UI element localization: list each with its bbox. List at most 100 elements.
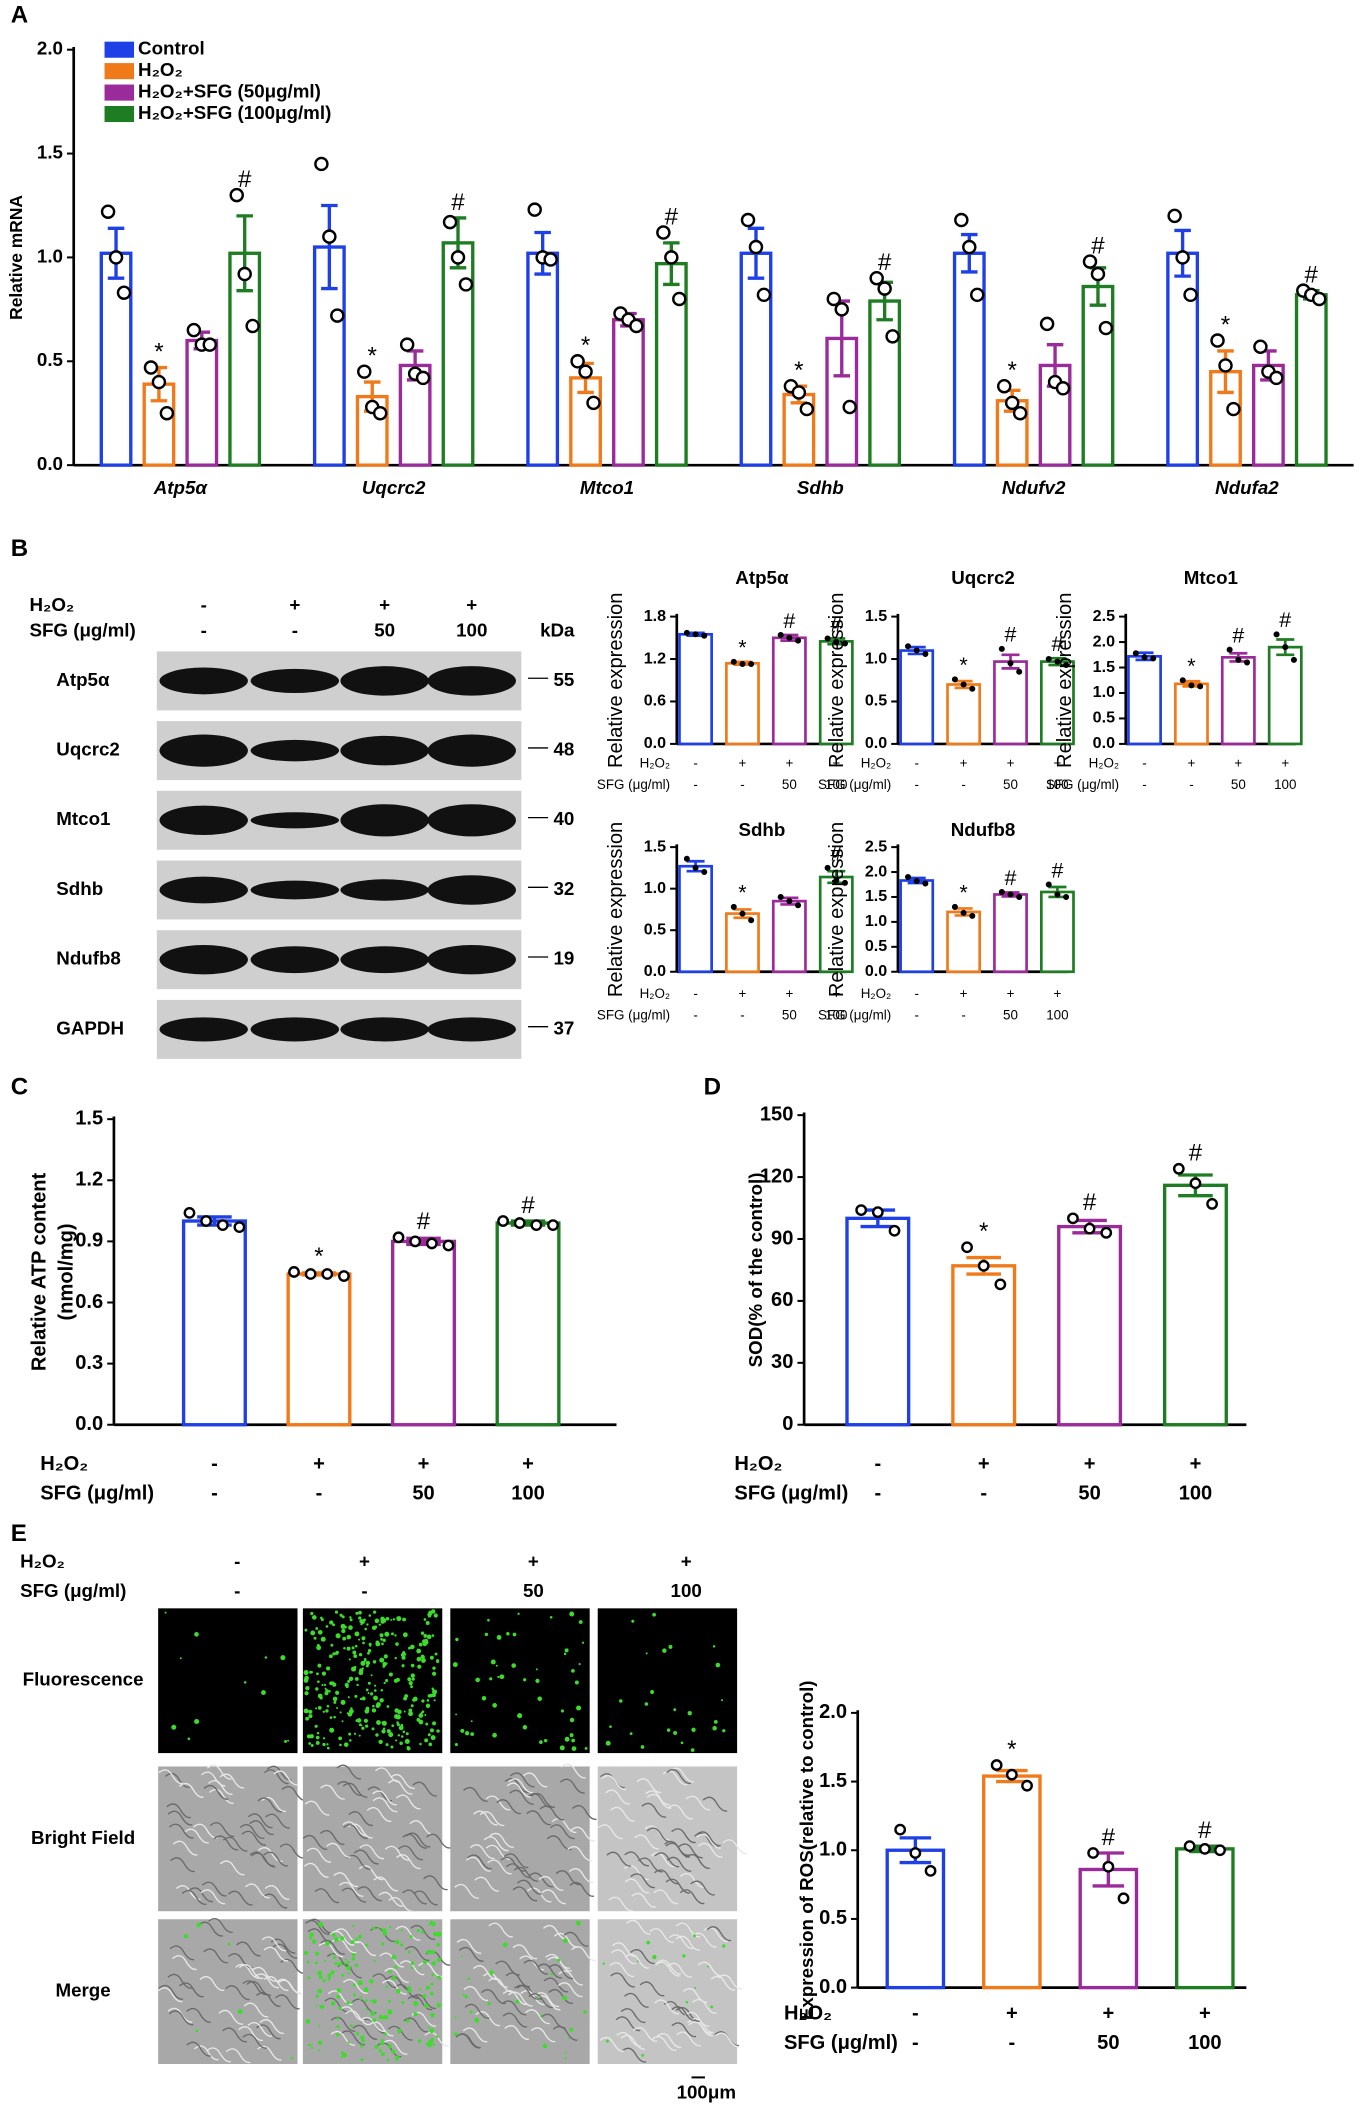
cell-outline (424, 2031, 449, 2047)
data-point (100, 204, 116, 219)
blot-band (427, 875, 516, 905)
cell-outline (170, 1857, 195, 1873)
data-point (1183, 287, 1198, 303)
fluorescent-spot (543, 1738, 548, 1743)
treatment-value: + (289, 594, 300, 615)
bar (1166, 251, 1200, 467)
fluorescent-spot (430, 2037, 434, 2041)
cell-outline (340, 2030, 366, 2046)
fluorescent-spot (419, 1742, 422, 1746)
fluorescent-spot (395, 1642, 399, 1646)
treatment-label: SFG (μg/ml) (818, 1008, 891, 1023)
fluorescent-spot (367, 1691, 370, 1694)
fluorescent-spot (420, 1631, 425, 1635)
fluorescent-spot (687, 1710, 692, 1716)
bar (982, 1774, 1042, 1990)
y-tick-label: 2.0 (865, 862, 887, 880)
fluorescent-spot (320, 1618, 324, 1622)
cell-outline (235, 1963, 260, 1979)
data-point (748, 917, 755, 924)
fluorescent-spot (499, 1674, 505, 1680)
fluorescent-spot (436, 1729, 440, 1733)
cell-outline (324, 1997, 350, 2013)
size-label: 19 (554, 948, 575, 969)
treatment-value: + (960, 756, 968, 771)
fluorescent-spot (429, 1920, 433, 1924)
fluorescent-spot (315, 1741, 320, 1745)
bar (739, 251, 773, 467)
fluorescent-spot (326, 1666, 329, 1670)
legend-swatch (104, 63, 135, 80)
cell-outline (696, 1831, 721, 1847)
cell-outline (615, 2016, 641, 2032)
blot-band (250, 880, 340, 900)
treatment-value: - (693, 777, 697, 792)
fluorescent-spot (424, 1738, 429, 1743)
treatment-value: 100 (1046, 1008, 1068, 1023)
fluorescent-spot (284, 1740, 287, 1743)
fluorescent-spot (227, 1942, 231, 1946)
data-point (833, 877, 840, 884)
fluorescent-spot (492, 1732, 497, 1738)
cell-outline (528, 1872, 554, 1888)
fluorescent-spot (428, 1742, 433, 1747)
legend-label: Control (138, 38, 205, 59)
fluorescent-spot (584, 1746, 588, 1750)
y-tick-label: 120 (760, 1165, 794, 1187)
fluorescent-spot (359, 1697, 363, 1701)
cell-outline (206, 2047, 231, 2063)
fluorescent-spot (376, 1720, 381, 1725)
fluorescent-spot (433, 1931, 438, 1937)
fluorescent-spot (315, 1627, 319, 1630)
fluorescent-spot (327, 1977, 331, 1981)
fluorescent-spot (383, 2015, 389, 2020)
cell-outline (366, 1807, 392, 1823)
fluorescent-spot (517, 1612, 520, 1615)
cell-outline (219, 1860, 245, 1876)
fluorescent-spot (423, 1634, 427, 1638)
treatment-label: H₂O₂ (1089, 756, 1119, 771)
micrograph (597, 1608, 738, 1754)
cell-outline (668, 1934, 694, 1950)
data-point (904, 874, 912, 881)
cell-outline (277, 1979, 303, 1995)
cell-outline (570, 1826, 596, 1842)
cell-outline (302, 1834, 328, 1850)
cell-outline (697, 1961, 723, 1977)
fluorescent-spot (367, 1649, 372, 1653)
data-point (425, 1237, 438, 1250)
cell-outline (571, 1805, 597, 1821)
cell-outline (479, 1811, 505, 1827)
data-point (304, 1268, 317, 1280)
cell-outline (279, 1843, 305, 1859)
treatment-value: 50 (1078, 1483, 1100, 1505)
fluorescent-spot (381, 1928, 387, 1934)
blot-band (340, 946, 429, 974)
cell-outline (509, 1789, 535, 1805)
y-tick-label: 1.5 (75, 1107, 103, 1129)
data-point (1206, 1197, 1218, 1210)
fluorescent-spot (412, 1698, 416, 1702)
data-point (791, 385, 807, 400)
panel-label: E (11, 1520, 27, 1547)
treatment-value: - (1142, 756, 1146, 771)
data-point (998, 645, 1005, 652)
cell-outline (620, 2008, 646, 2024)
cell-outline (336, 1764, 362, 1780)
fluorescent-spot (404, 1694, 409, 1698)
y-tick-label: 0 (782, 1413, 793, 1435)
size-label: 48 (554, 739, 575, 760)
data-point (994, 1278, 1007, 1291)
fluorescent-spot (386, 1705, 390, 1708)
cell-outline (666, 1769, 691, 1785)
fluorescent-spot (360, 1995, 363, 1998)
panel-label: A (11, 2, 28, 29)
data-point (1083, 1222, 1096, 1235)
treatment-value: 100 (1179, 1483, 1213, 1505)
fluorescent-spot (317, 1693, 323, 1699)
bar (1162, 1183, 1228, 1427)
fluorescent-spot (355, 2031, 360, 2036)
cell-outline (387, 2025, 413, 2041)
y-tick-label: 1.5 (865, 607, 887, 625)
legend-label: H₂O₂+SFG (100μg/ml) (138, 102, 331, 123)
